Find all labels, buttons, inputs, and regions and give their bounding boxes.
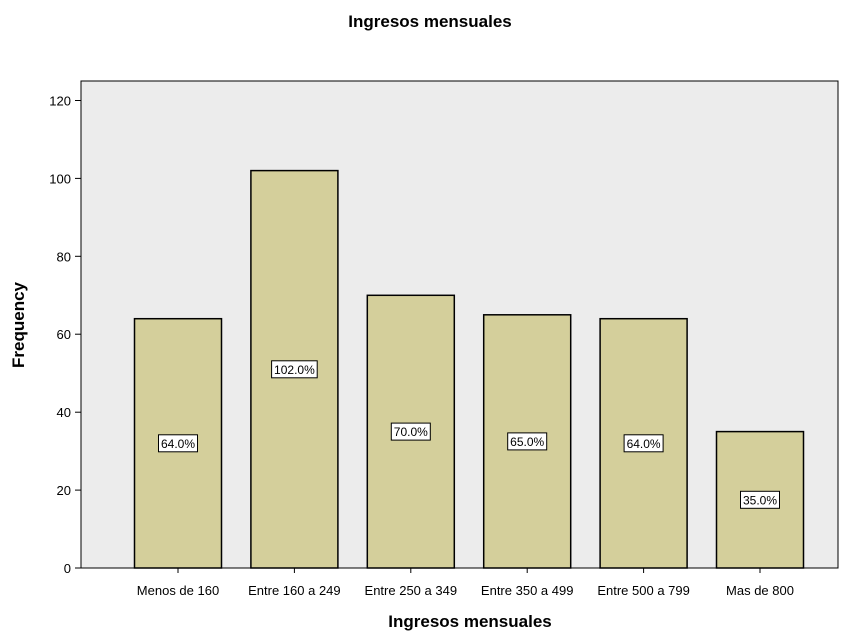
chart-title: Ingresos mensuales bbox=[348, 12, 511, 31]
data-label: 64.0% bbox=[161, 437, 195, 451]
data-label-box bbox=[390, 422, 431, 441]
y-tick-label: 40 bbox=[57, 405, 71, 420]
data-labels-layer: 64.0% 102.0% 70.0% 65.0% 64.0% 35.0% bbox=[158, 360, 780, 509]
y-tick-label: 120 bbox=[49, 94, 71, 109]
data-label: 70.0% bbox=[394, 425, 428, 439]
y-tick-label: 20 bbox=[57, 483, 71, 498]
x-axis: Menos de 160 Entre 160 a 249 Entre 250 a 3… bbox=[137, 568, 794, 598]
x-tick-label: Entre 160 a 249 bbox=[248, 583, 341, 598]
data-label: 65.0% bbox=[510, 435, 544, 449]
y-axis-title: Frequency bbox=[9, 281, 28, 368]
x-tick-label: Mas de 800 bbox=[726, 583, 794, 598]
x-tick-label: Menos de 160 bbox=[137, 583, 219, 598]
data-label-box bbox=[507, 432, 548, 451]
data-label-box bbox=[158, 434, 198, 453]
data-label-box bbox=[623, 434, 664, 453]
x-tick-label: Entre 350 a 499 bbox=[481, 583, 574, 598]
y-tick-label: 0 bbox=[64, 561, 71, 576]
data-label-box bbox=[271, 360, 318, 379]
y-tick-label: 100 bbox=[49, 171, 71, 186]
data-label: 35.0% bbox=[743, 493, 777, 507]
x-tick-label: Entre 500 a 799 bbox=[597, 583, 690, 598]
y-tick-label: 60 bbox=[57, 327, 71, 342]
y-tick-label: 80 bbox=[57, 249, 71, 264]
data-label-box bbox=[740, 490, 780, 509]
x-axis-title: Ingresos mensuales bbox=[388, 612, 551, 631]
data-label: 64.0% bbox=[627, 437, 661, 451]
y-axis: 0 20 40 60 80 100 120 bbox=[49, 94, 81, 576]
data-label: 102.0% bbox=[274, 363, 315, 377]
x-tick-label: Entre 250 a 349 bbox=[365, 583, 458, 598]
